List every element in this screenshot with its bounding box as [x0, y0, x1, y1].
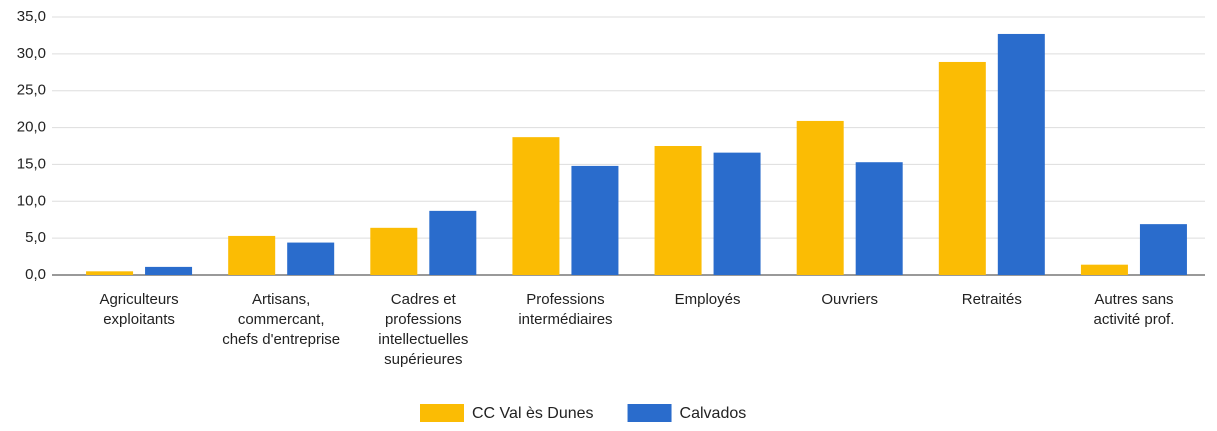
- bar: [997, 33, 1045, 275]
- x-tick-label: Ouvriers: [821, 291, 879, 308]
- x-tick-label: Artisans, commercant, chefs d'entreprise: [222, 291, 341, 348]
- y-tick-label: 15,0: [17, 155, 46, 172]
- y-tick-label: 5,0: [25, 229, 46, 246]
- y-tick-label: 25,0: [17, 82, 46, 99]
- legend-swatch: [627, 404, 672, 422]
- bar: [429, 210, 477, 275]
- bar: [654, 146, 702, 275]
- bar: [512, 137, 560, 275]
- bar: [938, 61, 986, 275]
- y-tick-label: 0,0: [25, 266, 46, 283]
- x-tick-label: Employés: [674, 291, 741, 308]
- bar: [713, 152, 761, 275]
- bar: [287, 242, 335, 275]
- x-tick-label: Cadres et professions intellectuelles su…: [378, 291, 469, 368]
- x-tick-label: Agriculteurs exploitants: [99, 291, 179, 328]
- y-tick-label: 30,0: [17, 45, 46, 62]
- bar: [86, 271, 134, 275]
- bar: [1139, 224, 1187, 275]
- y-tick-label: 10,0: [17, 192, 46, 209]
- y-tick-label: 35,0: [17, 8, 46, 25]
- bar: [796, 120, 844, 276]
- bar: [228, 235, 276, 275]
- y-tick-label: 20,0: [17, 119, 46, 136]
- legend-label: Calvados: [680, 405, 747, 422]
- bar: [145, 266, 193, 275]
- bar: [855, 162, 903, 275]
- bar: [370, 227, 418, 275]
- x-tick-label: Professions intermédiaires: [518, 291, 613, 328]
- x-tick-label: Autres sans activité prof.: [1093, 291, 1175, 328]
- x-tick-label: Retraités: [961, 291, 1022, 308]
- legend-swatch: [420, 404, 464, 422]
- bar: [1080, 264, 1128, 275]
- bar: [571, 165, 619, 275]
- legend-label: CC Val ès Dunes: [472, 405, 594, 422]
